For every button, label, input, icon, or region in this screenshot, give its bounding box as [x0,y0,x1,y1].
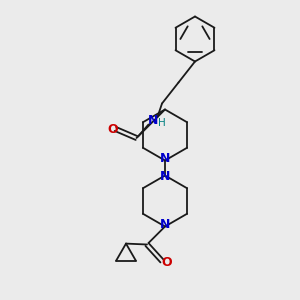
Text: N: N [160,170,170,184]
Text: O: O [161,256,172,269]
Text: N: N [148,113,158,127]
Text: N: N [160,218,170,232]
Text: H: H [158,118,166,128]
Text: O: O [107,122,118,136]
Text: N: N [160,152,170,166]
